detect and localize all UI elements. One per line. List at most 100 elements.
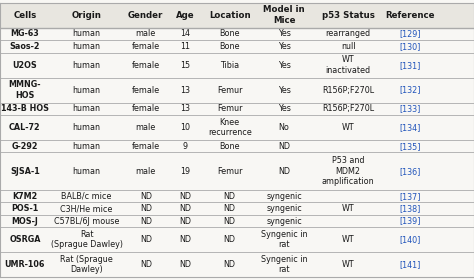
Text: ND: ND <box>179 216 191 226</box>
Text: rearranged: rearranged <box>326 29 371 38</box>
Text: C3H/He mice: C3H/He mice <box>60 204 113 213</box>
Text: human: human <box>73 167 100 176</box>
Text: Gender: Gender <box>128 11 164 20</box>
Polygon shape <box>0 3 474 28</box>
Text: G-292: G-292 <box>12 142 38 151</box>
Text: syngenic: syngenic <box>266 192 302 201</box>
Text: POS-1: POS-1 <box>11 204 38 213</box>
Text: [137]: [137] <box>400 192 421 201</box>
Text: 15: 15 <box>180 61 191 70</box>
Text: [129]: [129] <box>400 29 421 38</box>
Text: WT
inactivated: WT inactivated <box>326 55 371 75</box>
Text: Rat (Sprague
Dawley): Rat (Sprague Dawley) <box>60 255 113 274</box>
Text: Yes: Yes <box>278 104 291 113</box>
Text: Femur: Femur <box>217 167 242 176</box>
Text: Yes: Yes <box>278 42 291 51</box>
Text: syngenic: syngenic <box>266 216 302 226</box>
Text: Femur: Femur <box>217 86 242 95</box>
Text: [141]: [141] <box>400 260 421 269</box>
Text: Yes: Yes <box>278 86 291 95</box>
Text: Origin: Origin <box>72 11 101 20</box>
Text: UMR-106: UMR-106 <box>5 260 45 269</box>
Text: ND: ND <box>179 260 191 269</box>
Text: ND: ND <box>140 192 152 201</box>
Text: human: human <box>73 61 100 70</box>
Text: SJSA-1: SJSA-1 <box>10 167 40 176</box>
Text: 19: 19 <box>180 167 191 176</box>
Text: [139]: [139] <box>400 216 421 226</box>
Text: ND: ND <box>140 216 152 226</box>
Text: P53 and
MDM2
amplification: P53 and MDM2 amplification <box>322 156 374 186</box>
Text: Saos-2: Saos-2 <box>9 42 40 51</box>
Text: male: male <box>136 123 156 132</box>
Text: Bone: Bone <box>219 42 240 51</box>
Text: U2OS: U2OS <box>12 61 37 70</box>
Text: [133]: [133] <box>400 104 421 113</box>
Text: p53 Status: p53 Status <box>322 11 374 20</box>
Text: CAL-72: CAL-72 <box>9 123 41 132</box>
Text: ND: ND <box>224 216 236 226</box>
Text: ND: ND <box>179 204 191 213</box>
Text: ND: ND <box>140 204 152 213</box>
Text: [140]: [140] <box>400 235 421 244</box>
Text: female: female <box>132 104 160 113</box>
Text: Yes: Yes <box>278 61 291 70</box>
Text: Bone: Bone <box>219 142 240 151</box>
Text: Knee
recurrence: Knee recurrence <box>208 118 252 137</box>
Text: R156P;F270L: R156P;F270L <box>322 86 374 95</box>
Text: ND: ND <box>179 235 191 244</box>
Text: 13: 13 <box>180 104 191 113</box>
Text: ND: ND <box>224 204 236 213</box>
Text: null: null <box>341 42 356 51</box>
Text: ND: ND <box>140 260 152 269</box>
Text: Reference: Reference <box>386 11 435 20</box>
Text: [131]: [131] <box>400 61 421 70</box>
Text: human: human <box>73 42 100 51</box>
Text: WT: WT <box>342 123 355 132</box>
Text: MG-63: MG-63 <box>10 29 39 38</box>
Text: MMNG-
HOS: MMNG- HOS <box>9 80 41 100</box>
Text: K7M2: K7M2 <box>12 192 37 201</box>
Text: Rat
(Sprague Dawley): Rat (Sprague Dawley) <box>51 230 122 249</box>
Text: Femur: Femur <box>217 104 242 113</box>
Text: 10: 10 <box>180 123 191 132</box>
Text: human: human <box>73 123 100 132</box>
Text: male: male <box>136 167 156 176</box>
Text: [135]: [135] <box>400 142 421 151</box>
Text: Yes: Yes <box>278 29 291 38</box>
Text: 9: 9 <box>183 142 188 151</box>
Text: human: human <box>73 86 100 95</box>
Text: female: female <box>132 42 160 51</box>
Text: 11: 11 <box>180 42 191 51</box>
Text: Age: Age <box>176 11 195 20</box>
Text: female: female <box>132 61 160 70</box>
Text: ND: ND <box>224 260 236 269</box>
Text: WT: WT <box>342 204 355 213</box>
Text: Syngenic in
rat: Syngenic in rat <box>261 255 308 274</box>
Text: C57BL/6J mouse: C57BL/6J mouse <box>54 216 119 226</box>
Text: ND: ND <box>140 235 152 244</box>
Text: [134]: [134] <box>400 123 421 132</box>
Text: human: human <box>73 104 100 113</box>
Text: Model in
Mice: Model in Mice <box>264 5 305 25</box>
Text: Bone: Bone <box>219 29 240 38</box>
Text: ND: ND <box>179 192 191 201</box>
Text: 14: 14 <box>180 29 191 38</box>
Text: WT: WT <box>342 235 355 244</box>
Text: [136]: [136] <box>400 167 421 176</box>
Text: OSRGA: OSRGA <box>9 235 41 244</box>
Text: syngenic: syngenic <box>266 204 302 213</box>
Text: female: female <box>132 86 160 95</box>
Text: 143-B HOS: 143-B HOS <box>1 104 49 113</box>
Text: Syngenic in
rat: Syngenic in rat <box>261 230 308 249</box>
Text: No: No <box>279 123 290 132</box>
Text: ND: ND <box>224 235 236 244</box>
Text: 13: 13 <box>180 86 191 95</box>
Text: ND: ND <box>224 192 236 201</box>
Text: [132]: [132] <box>400 86 421 95</box>
Text: ND: ND <box>278 167 290 176</box>
Text: R156P;F270L: R156P;F270L <box>322 104 374 113</box>
Text: Location: Location <box>209 11 250 20</box>
Text: Tibia: Tibia <box>220 61 239 70</box>
Text: human: human <box>73 142 100 151</box>
